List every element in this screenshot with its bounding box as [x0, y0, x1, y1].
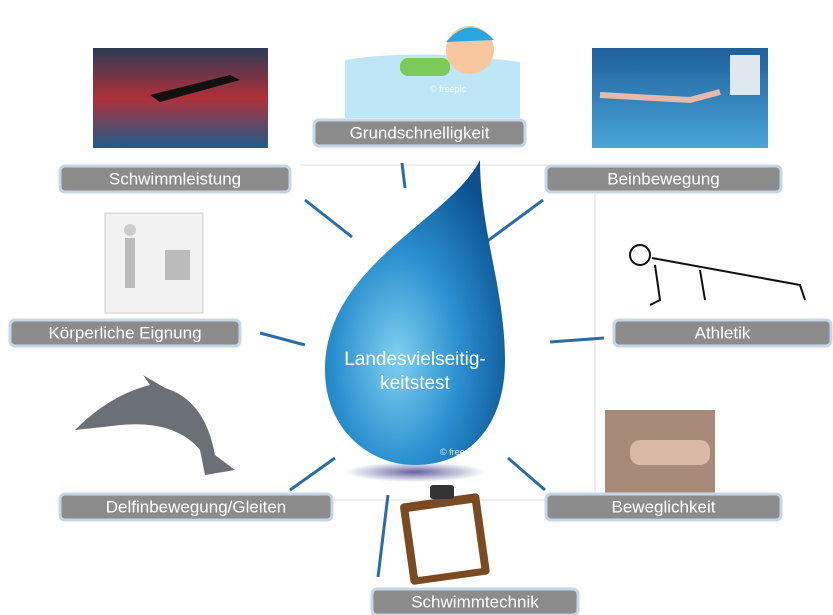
node: Delfinbewegung/Gleiten [60, 494, 332, 520]
node: Beinbewegung [546, 166, 781, 192]
node: Körperliche Eignung [10, 320, 240, 346]
photo-kick [592, 48, 768, 148]
photo-stretch [605, 410, 715, 495]
illustration-swimmer: © freepic [345, 26, 520, 118]
center-line: keitstest [380, 373, 450, 394]
node-label: Schwimmleistung [109, 169, 241, 188]
node-label: Beinbewegung [607, 169, 719, 188]
node-label: Delfinbewegung/Gleiten [106, 497, 287, 516]
node: Schwimmleistung [60, 166, 290, 192]
node: Schwimmtechnik [372, 589, 578, 615]
diagram: © freepic Landesvielseitig [0, 0, 833, 615]
node-label: Körperliche Eignung [48, 323, 201, 342]
illustration-posture [105, 213, 203, 313]
illustration-plank [630, 245, 805, 305]
node: Athletik [614, 320, 831, 346]
node-label: Schwimmtechnik [411, 592, 539, 611]
node-label: Beweglichkeit [612, 497, 716, 516]
node-label: Grundschnelligkeit [350, 123, 490, 142]
watermark: © freepic [440, 447, 477, 457]
node: Grundschnelligkeit [314, 120, 525, 146]
photo-start [93, 48, 268, 148]
watermark: © freepic [430, 84, 467, 94]
node: Beweglichkeit [546, 494, 781, 520]
center-line: Landesvielseitig- [344, 349, 486, 370]
illustration-dolphin [75, 375, 235, 475]
node-label: Athletik [695, 323, 751, 342]
water-drop [325, 160, 505, 465]
